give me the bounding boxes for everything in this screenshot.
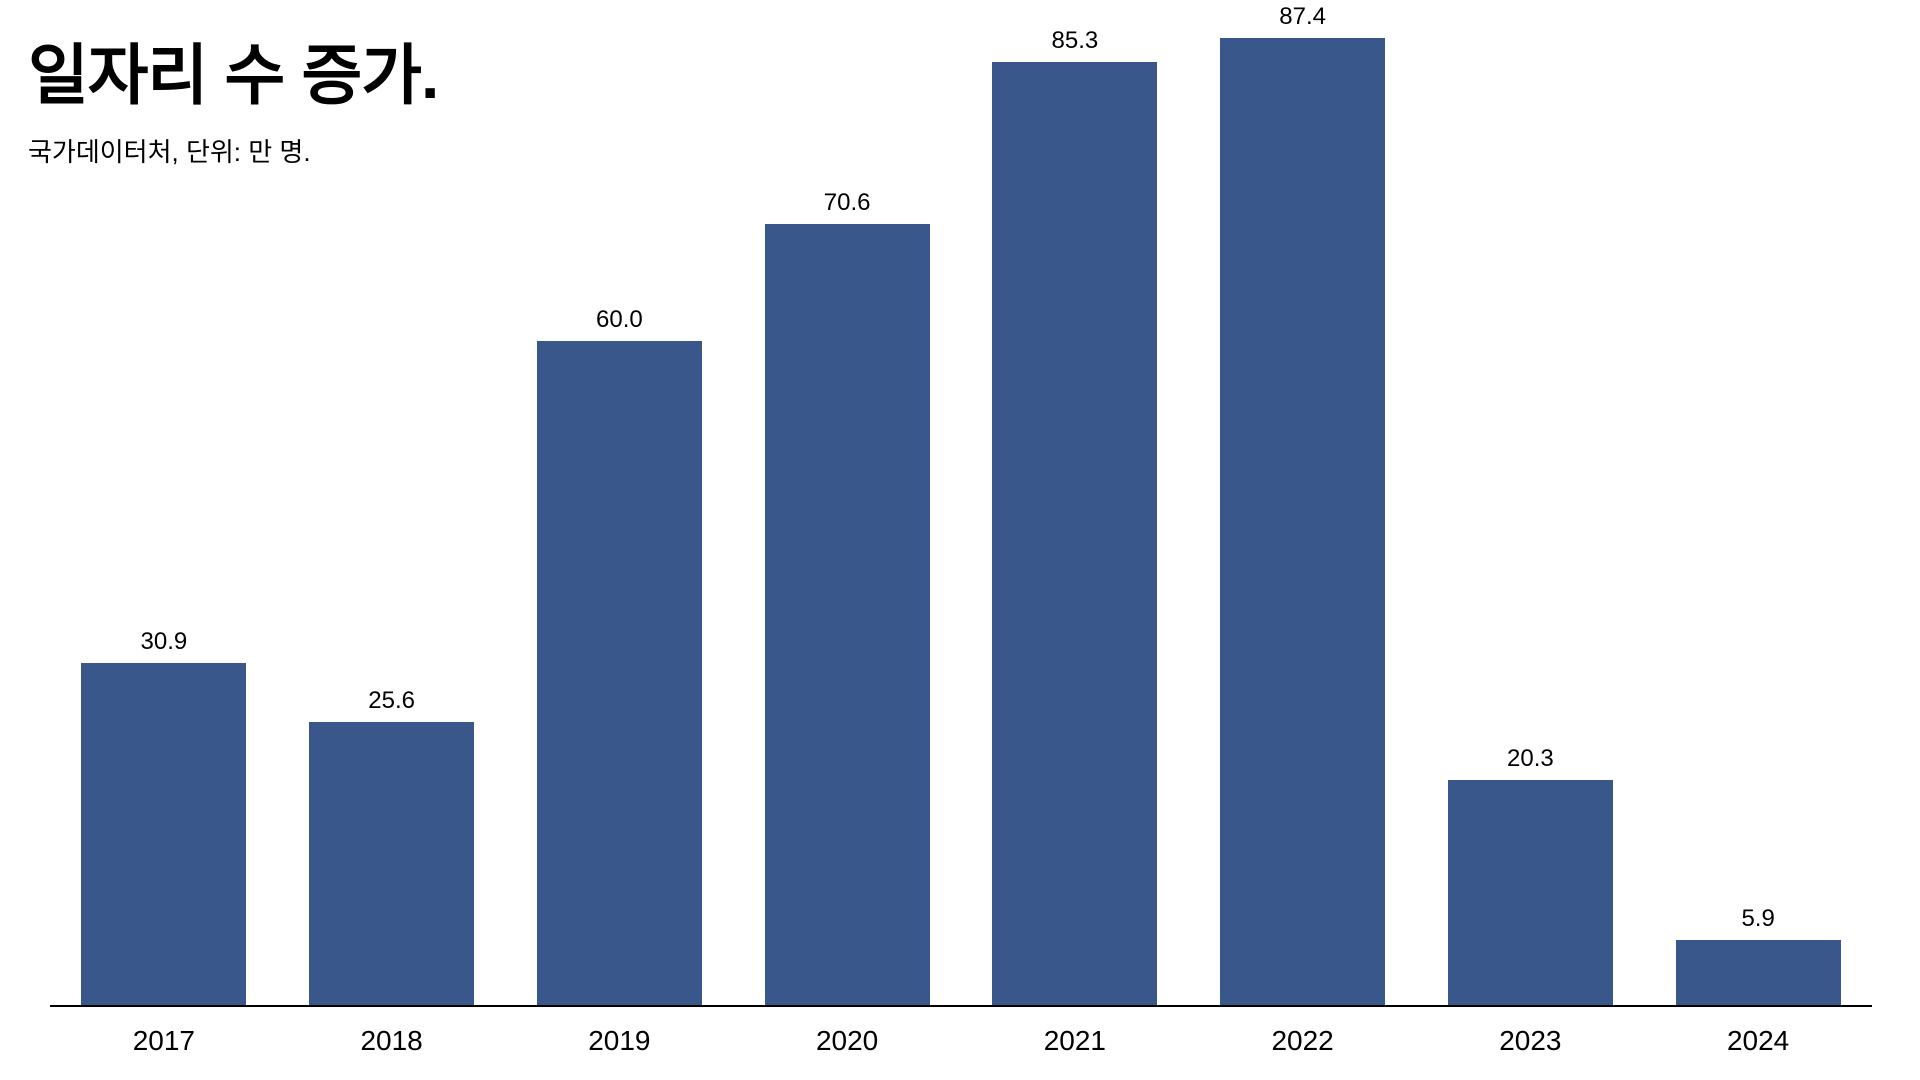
bar-column: 20.3 bbox=[1417, 0, 1645, 1005]
x-axis-labels: 2017 2018 2019 2020 2021 2022 2023 2024 bbox=[50, 1009, 1872, 1057]
x-tick-label: 2021 bbox=[1043, 1025, 1107, 1056]
x-tick-label: 2017 bbox=[132, 1025, 196, 1056]
bar-2023 bbox=[1447, 780, 1613, 1005]
bar-2017 bbox=[81, 663, 247, 1005]
bar-value-label: 70.6 bbox=[823, 189, 871, 217]
chart-header: 일자리 수 증가. 국가데이터처, 단위: 만 명. bbox=[28, 38, 439, 169]
bar-column: 5.9 bbox=[1644, 0, 1872, 1005]
bar-column: 25.6 bbox=[278, 0, 506, 1005]
bar-column: 30.9 bbox=[50, 0, 278, 1005]
bar-2021 bbox=[992, 61, 1158, 1005]
chart-subtitle: 국가데이터처, 단위: 만 명. bbox=[28, 136, 311, 167]
bar-column: 70.6 bbox=[733, 0, 961, 1005]
bar-value-label: 25.6 bbox=[368, 686, 415, 714]
bar-value-label: 85.3 bbox=[1051, 26, 1099, 54]
x-tick-label: 2022 bbox=[1271, 1025, 1334, 1056]
bar-2020 bbox=[764, 224, 930, 1005]
bar-column: 60.0 bbox=[506, 0, 734, 1005]
bar-value-label: 60.0 bbox=[596, 306, 643, 334]
x-tick-label: 2018 bbox=[360, 1025, 423, 1056]
bar-value-label: 5.9 bbox=[1741, 904, 1775, 932]
bar-column: 87.4 bbox=[1189, 0, 1417, 1005]
bar-column: 85.3 bbox=[961, 0, 1189, 1005]
bar-2024 bbox=[1675, 939, 1841, 1005]
x-tick-label: 2024 bbox=[1726, 1025, 1790, 1056]
bar-2022 bbox=[1220, 38, 1386, 1005]
x-tick-label: 2020 bbox=[815, 1025, 879, 1056]
bar-value-label: 87.4 bbox=[1279, 3, 1326, 31]
bar-value-label: 30.9 bbox=[140, 628, 188, 656]
chart-title: 일자리 수 증가. bbox=[28, 38, 439, 112]
x-tick-label: 2019 bbox=[588, 1025, 651, 1056]
bar-2019 bbox=[536, 341, 702, 1005]
x-tick-label: 2023 bbox=[1499, 1025, 1562, 1056]
bar-2018 bbox=[309, 721, 475, 1005]
plot-area: 30.9 25.6 60.0 70.6 85.3 87.4 20.3 5.9 bbox=[50, 0, 1872, 1007]
bar-value-label: 20.3 bbox=[1507, 745, 1554, 773]
